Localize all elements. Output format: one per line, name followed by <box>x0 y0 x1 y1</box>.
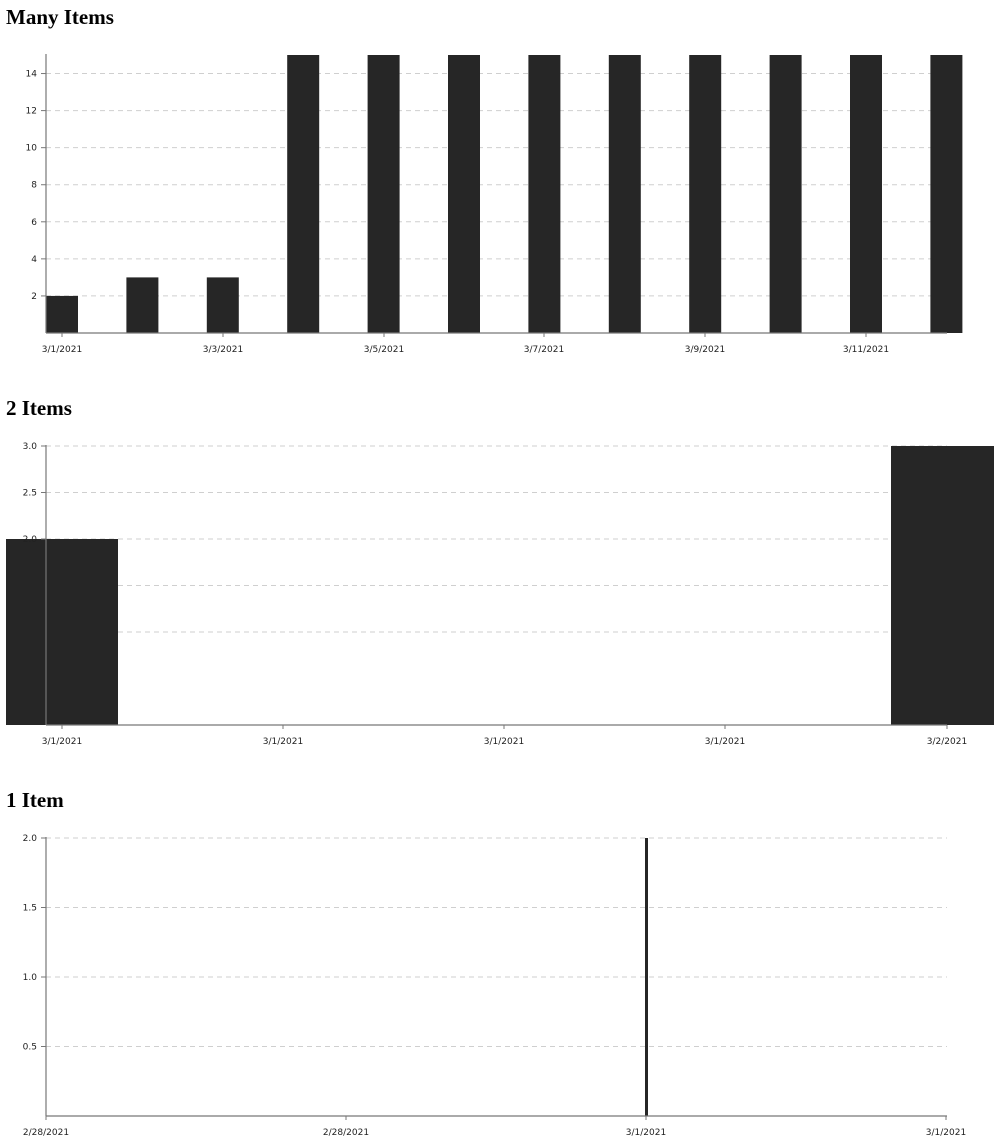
x-tick-label: 3/1/2021 <box>263 737 303 747</box>
y-tick-label: 4 <box>31 255 37 265</box>
chart-many-items: 2 4 6 8 10 12 14 3/1/2021 3/3/2021 3/5/2021 3/7/20… <box>26 54 963 355</box>
x-tick-label: 3/1/2021 <box>484 737 524 747</box>
y-tick-label: 1.5 <box>23 904 37 914</box>
chart-2-items: 2.0 2.5 3.0 3/1/2021 3/1/2021 3/1/2021 3/1/202… <box>6 442 994 747</box>
bar-3-9-2021 <box>689 55 722 333</box>
x-tick-label: 3/1/2021 <box>926 1128 966 1138</box>
bar-3-1-2021 <box>645 838 648 1116</box>
x-tick-label: 3/2/2021 <box>927 737 967 747</box>
y-tick-label: 2.0 <box>23 834 38 844</box>
bar-3-11-2021 <box>850 55 882 333</box>
bar-3-6-2021 <box>448 55 480 333</box>
x-tick-label: 3/9/2021 <box>685 345 725 355</box>
x-tick-label: 3/1/2021 <box>626 1128 666 1138</box>
bar-3-2-2021 <box>126 277 159 333</box>
bar-3-5-2021 <box>367 55 400 333</box>
y-tick-label: 0.5 <box>23 1043 37 1053</box>
x-tick-label: 2/28/2021 <box>323 1128 369 1138</box>
y-tick-label: 6 <box>31 218 37 228</box>
y-tick-label: 2 <box>31 292 37 302</box>
chart-title-2-items: 2 Items <box>6 396 72 420</box>
x-tick-label: 3/3/2021 <box>203 345 243 355</box>
x-tick-label: 3/5/2021 <box>364 345 404 355</box>
x-tick-label: 3/1/2021 <box>42 737 82 747</box>
y-tick-label: 8 <box>31 181 37 191</box>
y-tick-label: 2.5 <box>23 489 37 499</box>
x-tick-label: 3/1/2021 <box>705 737 745 747</box>
bar-3-3-2021 <box>206 277 239 333</box>
y-tick-label: 12 <box>26 107 37 117</box>
y-tick-label: 14 <box>26 70 38 80</box>
x-tick-label: 3/11/2021 <box>843 345 889 355</box>
bar-3-2-2021 <box>891 446 994 725</box>
x-tick-label: 3/7/2021 <box>524 345 564 355</box>
bar-3-10-2021 <box>769 55 802 333</box>
bar-3-1-2021 <box>6 539 118 725</box>
x-tick-label: 2/28/2021 <box>23 1128 69 1138</box>
bar-3-12-2021 <box>930 55 963 333</box>
chart-1-item: 0.5 1.0 1.5 2.0 2/28/2021 2/28/2021 3/1/2021 3/… <box>23 834 967 1138</box>
bar-3-4-2021 <box>287 55 320 333</box>
bar-3-8-2021 <box>608 55 641 333</box>
x-tick-label: 3/1/2021 <box>42 345 82 355</box>
y-tick-label: 3.0 <box>23 442 38 452</box>
y-tick-label: 2.0 <box>23 535 38 545</box>
chart-title-many-items: Many Items <box>6 5 114 29</box>
y-tick-label: 1.0 <box>23 973 38 983</box>
y-tick-label: 10 <box>26 144 38 154</box>
chart-title-1-item: 1 Item <box>6 788 64 812</box>
bar-3-7-2021 <box>528 55 561 333</box>
bar-3-1-2021 <box>46 295 78 333</box>
